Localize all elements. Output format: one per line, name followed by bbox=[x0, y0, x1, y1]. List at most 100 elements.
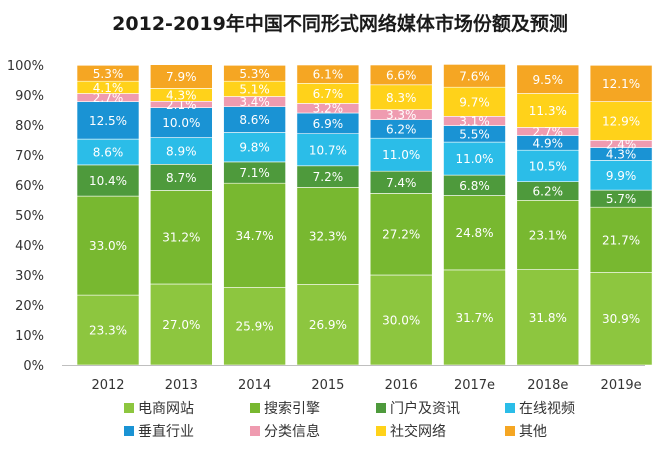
legend-swatch bbox=[376, 403, 386, 413]
bar-value-label: 5.1% bbox=[239, 82, 270, 96]
bar-segment bbox=[223, 132, 286, 163]
bar-segment bbox=[150, 190, 213, 285]
bar-segment bbox=[589, 65, 653, 102]
legend-swatch bbox=[505, 403, 515, 413]
legend-label: 电商网站 bbox=[138, 401, 194, 417]
bar-value-label: 26.9% bbox=[309, 318, 347, 332]
bar-value-label: 25.9% bbox=[236, 320, 274, 334]
bar-value-label: 11.0% bbox=[455, 152, 493, 166]
bar-value-label: 8.6% bbox=[239, 113, 270, 127]
x-tick-label: 2015 bbox=[311, 378, 344, 393]
bar-value-label: 10.7% bbox=[309, 143, 347, 157]
bar-segment bbox=[369, 64, 433, 86]
bar-segment bbox=[589, 160, 653, 191]
x-tick-label: 2019e bbox=[601, 378, 642, 393]
x-tick-label: 2016 bbox=[385, 378, 418, 393]
bar-value-label: 6.2% bbox=[386, 122, 417, 136]
bar-value-label: 8.7% bbox=[166, 171, 197, 185]
bar-segment bbox=[150, 164, 213, 191]
bar-value-label: 7.2% bbox=[313, 170, 344, 184]
bar-value-label: 7.9% bbox=[166, 70, 197, 84]
bar-segment bbox=[76, 138, 140, 166]
bar-segment bbox=[296, 283, 360, 366]
y-axis: 0% 10% 20% 30% 40% 50% 60% 70% 80% 90% 100% bbox=[7, 59, 44, 374]
bar-value-label: 2.7% bbox=[533, 125, 564, 139]
bar-value-label: 6.2% bbox=[533, 185, 564, 199]
bar-value-label: 10.5% bbox=[529, 159, 567, 173]
bar-value-label: 3.1% bbox=[459, 114, 490, 128]
bar-value-label: 27.2% bbox=[382, 228, 420, 242]
bar-value-label: 4.3% bbox=[166, 88, 197, 102]
bar-value-label: 8.9% bbox=[166, 144, 197, 158]
bar-value-label: 8.6% bbox=[93, 146, 124, 160]
legend-swatch bbox=[124, 426, 134, 436]
bar-value-label: 6.8% bbox=[459, 179, 490, 193]
legend-swatch bbox=[250, 403, 260, 413]
bar-value-label: 6.9% bbox=[313, 117, 344, 131]
bar-value-label: 7.4% bbox=[386, 176, 417, 190]
bars-group: 23.3%33.0%10.4%8.6%12.5%2.7%4.1%5.3%27.0… bbox=[76, 64, 653, 366]
bar-value-label: 3.2% bbox=[313, 102, 344, 116]
bar-value-label: 31.8% bbox=[529, 311, 567, 325]
bar-value-label: 5.7% bbox=[606, 192, 637, 206]
bar-segment bbox=[589, 271, 653, 366]
bar-value-label: 31.2% bbox=[162, 231, 200, 245]
bar-segment bbox=[223, 286, 286, 366]
y-tick-label: 10% bbox=[15, 329, 44, 344]
bar-value-label: 30.9% bbox=[602, 312, 640, 326]
bar-segment bbox=[150, 107, 213, 138]
y-tick-label: 0% bbox=[23, 359, 44, 374]
bar-value-label: 3.4% bbox=[239, 95, 270, 109]
x-axis: 2012 2013 2014 2015 2016 2017e 2018e 2019e bbox=[62, 365, 645, 393]
legend-label: 其他 bbox=[519, 424, 547, 440]
legend-swatch bbox=[124, 403, 134, 413]
bar-segment bbox=[589, 206, 653, 273]
bar-value-label: 7.6% bbox=[459, 69, 490, 83]
bar-segment bbox=[369, 137, 433, 172]
bar-value-label: 2.7% bbox=[93, 91, 124, 105]
bar-segment bbox=[369, 274, 433, 366]
bar-value-label: 5.3% bbox=[93, 67, 124, 81]
bar-segment bbox=[369, 84, 433, 111]
bar-value-label: 9.9% bbox=[606, 169, 637, 183]
bar-value-label: 33.0% bbox=[89, 239, 127, 253]
bar-value-label: 6.7% bbox=[313, 87, 344, 101]
bar-segment bbox=[76, 195, 140, 296]
legend-swatch bbox=[376, 426, 386, 436]
bar-segment bbox=[443, 195, 506, 271]
bar-value-label: 9.5% bbox=[533, 73, 564, 87]
y-tick-label: 40% bbox=[15, 239, 44, 254]
legend-label: 垂直行业 bbox=[138, 423, 194, 440]
y-tick-label: 90% bbox=[15, 89, 44, 104]
bar-value-label: 12.5% bbox=[89, 114, 127, 128]
bar-segment bbox=[516, 200, 580, 270]
bar-segment bbox=[150, 137, 213, 165]
bar-value-label: 3.3% bbox=[386, 108, 417, 122]
bar-value-label: 6.1% bbox=[313, 68, 344, 82]
legend-swatch bbox=[505, 426, 515, 436]
x-tick-label: 2014 bbox=[238, 378, 271, 393]
bar-segment bbox=[516, 269, 580, 366]
bar-value-label: 10.0% bbox=[162, 116, 200, 130]
bar-value-label: 23.1% bbox=[529, 228, 567, 242]
y-tick-label: 70% bbox=[15, 149, 44, 164]
bar-value-label: 30.0% bbox=[382, 314, 420, 328]
bar-segment bbox=[516, 93, 580, 128]
bar-segment bbox=[223, 106, 286, 133]
bar-value-label: 6.6% bbox=[386, 68, 417, 82]
bar-value-label: 32.3% bbox=[309, 229, 347, 243]
bar-value-label: 5.3% bbox=[239, 67, 270, 81]
bar-value-label: 12.1% bbox=[602, 77, 640, 91]
bar-segment bbox=[150, 64, 213, 89]
bar-value-label: 4.3% bbox=[606, 147, 637, 161]
bar-value-label: 11.3% bbox=[529, 104, 567, 118]
bar-segment bbox=[296, 133, 360, 167]
bar-segment bbox=[150, 283, 213, 366]
y-tick-label: 60% bbox=[15, 179, 44, 194]
bar-segment bbox=[589, 101, 653, 141]
bar-value-label: 8.3% bbox=[386, 91, 417, 105]
bar-value-label: 12.9% bbox=[602, 114, 640, 128]
bar-value-label: 10.4% bbox=[89, 174, 127, 188]
y-tick-label: 100% bbox=[7, 59, 44, 74]
